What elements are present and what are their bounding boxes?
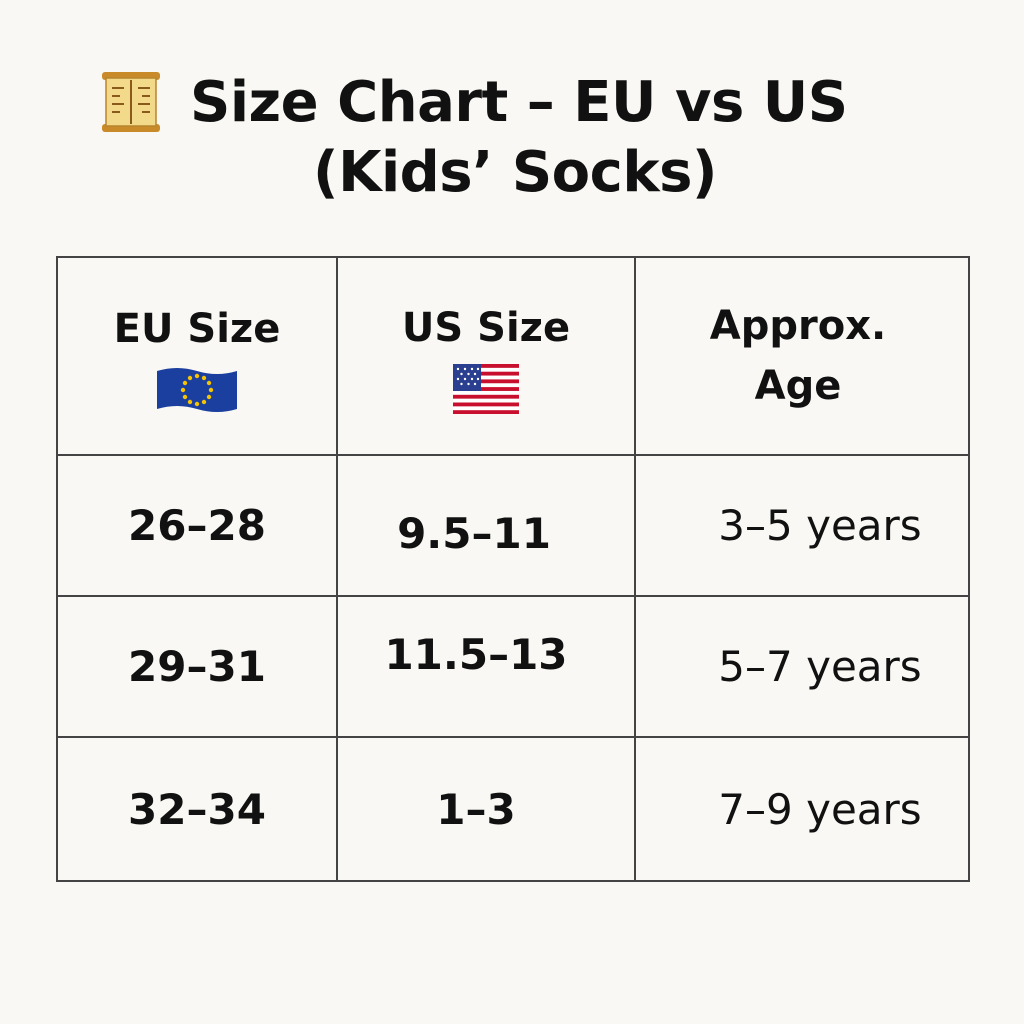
header-us-size: US Size xyxy=(401,305,571,351)
table-row-3-age: 7–9 years xyxy=(636,738,968,880)
header-cell-us: US Size xyxy=(338,258,634,454)
table-row-3-eu: 32–34 xyxy=(58,738,336,880)
us-size-value: 9.5–11 xyxy=(397,509,551,558)
table-row-1-age: 3–5 years xyxy=(636,456,968,595)
eu-size-value: 29–31 xyxy=(128,642,266,691)
header-age-line-1: Approx. xyxy=(709,303,887,349)
age-value: 7–9 years xyxy=(718,784,922,834)
eu-size-value: 26–28 xyxy=(128,501,266,550)
grid-line-v2 xyxy=(634,256,636,882)
header-age-line-2: Age xyxy=(754,363,842,409)
us-size-value: 11.5–13 xyxy=(384,630,568,679)
table-row-2-eu: 29–31 xyxy=(58,597,336,736)
grid-line-h0 xyxy=(56,256,970,258)
table-row-3-us: 1–3 xyxy=(338,738,634,880)
age-value: 3–5 years xyxy=(718,501,922,550)
grid-line-h3 xyxy=(56,736,970,738)
grid-line-v1 xyxy=(336,256,338,882)
header-cell-age: Approx. Age xyxy=(636,258,968,454)
header-cell-eu: EU Size xyxy=(58,258,336,454)
title-line-1: Size Chart – EU vs US xyxy=(100,62,848,142)
grid-line-v3 xyxy=(968,256,970,882)
size-chart-table: EU Size US Size xyxy=(56,256,970,882)
table-row-2-us: 11.5–13 xyxy=(338,597,634,736)
age-value: 5–7 years xyxy=(718,642,922,691)
grid-line-h1 xyxy=(56,454,970,456)
page-subtitle: (Kids’ Socks) xyxy=(312,140,718,205)
table-row-2-age: 5–7 years xyxy=(636,597,968,736)
grid-line-h2 xyxy=(56,595,970,597)
ruler-scroll-icon xyxy=(102,72,160,132)
eu-flag-icon xyxy=(157,368,237,412)
table-row-1-eu: 26–28 xyxy=(58,456,336,595)
grid-line-h4 xyxy=(56,880,970,882)
grid-line-v0 xyxy=(56,256,58,882)
us-flag-icon xyxy=(453,364,519,414)
eu-size-value: 32–34 xyxy=(128,784,266,834)
title-block: Size Chart – EU vs US (Kids’ Socks) xyxy=(0,52,1024,222)
header-eu-size: EU Size xyxy=(113,306,281,352)
page-title: Size Chart – EU vs US xyxy=(190,69,848,135)
us-size-value: 1–3 xyxy=(436,784,516,834)
table-row-1-us: 9.5–11 xyxy=(338,456,634,595)
